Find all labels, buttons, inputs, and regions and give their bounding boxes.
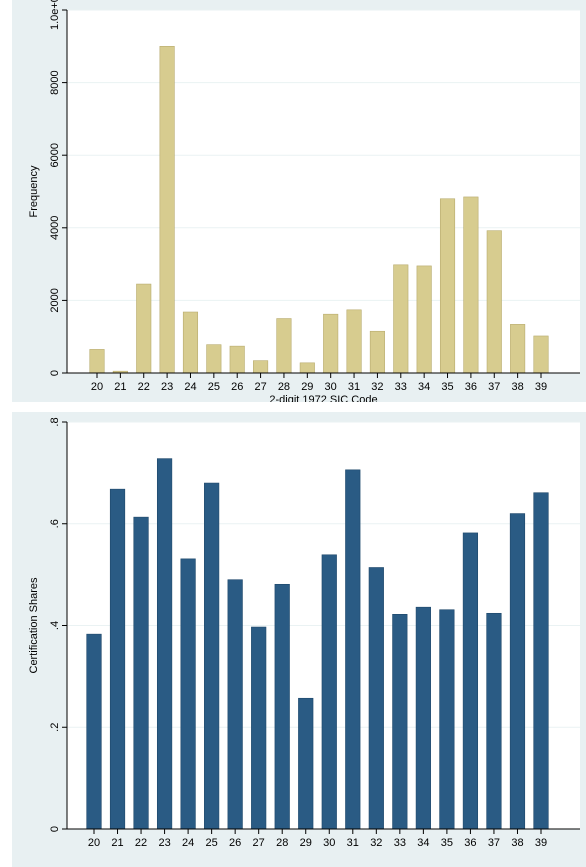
x-axis-title: 2-digit 1972 SIC Code — [269, 394, 377, 402]
x-tick-label-24: 24 — [184, 381, 196, 393]
x-tick-label-20: 20 — [88, 837, 100, 849]
x-tick-label-21: 21 — [111, 837, 123, 849]
bar-34 — [416, 265, 432, 374]
bar-37 — [486, 230, 502, 374]
x-tick-label-32: 32 — [370, 837, 382, 849]
bar-33 — [392, 614, 408, 830]
y-tick-label: .4 — [49, 621, 61, 630]
bar-38 — [509, 513, 526, 830]
x-tick-label-39: 39 — [535, 837, 547, 849]
bar-25 — [206, 344, 222, 374]
x-tick-label-37: 37 — [488, 837, 500, 849]
bar-32 — [369, 330, 385, 374]
x-tick-label-32: 32 — [371, 381, 383, 393]
bar-37 — [486, 612, 502, 830]
bar-24 — [182, 311, 199, 374]
y-tick-label: .8 — [49, 417, 61, 426]
bar-29 — [299, 362, 315, 374]
bar-22 — [136, 283, 152, 374]
bar-36 — [463, 196, 479, 374]
x-tick-label-25: 25 — [208, 381, 220, 393]
bar-33 — [393, 264, 409, 374]
x-tick-label-22: 22 — [138, 381, 150, 393]
y-tick-label: 6000 — [49, 143, 61, 167]
x-tick-label-26: 26 — [231, 381, 243, 393]
frequency-chart: 20 21 22 23 24 25 26 27 28 29 30 31 32 33 34 35 36 37 38 39… — [12, 0, 586, 402]
bar-36 — [462, 532, 479, 830]
bar-26 — [227, 579, 243, 830]
y-tick-label: 4000 — [49, 216, 61, 240]
bar-30 — [323, 313, 339, 374]
x-tick-label-21: 21 — [114, 381, 126, 393]
bar-30 — [321, 554, 337, 830]
bar-34 — [415, 606, 431, 830]
bar-22 — [133, 516, 149, 830]
x-tick-label-30: 30 — [325, 381, 337, 393]
bar-21 — [109, 488, 126, 830]
x-tick-label-38: 38 — [511, 837, 523, 849]
bar-31 — [346, 309, 362, 374]
x-tick-label-20: 20 — [91, 381, 103, 393]
y-tick-label: 1.0e+04 — [49, 0, 61, 30]
frequency-chart-panel: 20 21 22 23 24 25 26 27 28 29 30 31 32 33 34 35 36 37 38 39… — [12, 0, 586, 402]
bar-24 — [180, 558, 196, 830]
bar-27 — [253, 360, 269, 374]
x-tick-label-33: 33 — [395, 381, 407, 393]
bar-28 — [274, 583, 290, 830]
x-tick-label-35: 35 — [441, 381, 453, 393]
x-tick-label-36: 36 — [464, 837, 476, 849]
y-tick-label: 8000 — [49, 70, 61, 94]
x-tick-label-27: 27 — [253, 837, 265, 849]
certification-shares-chart: 20 21 22 23 24 25 26 27 28 29 30 31 32 33 34 35 36 37 38 39… — [12, 412, 586, 867]
bar-35 — [439, 609, 455, 830]
x-tick-label-23: 23 — [161, 381, 173, 393]
x-tick-label-27: 27 — [254, 381, 266, 393]
x-tick-label-22: 22 — [135, 837, 147, 849]
bar-23 — [159, 45, 175, 374]
x-tick-label-34: 34 — [418, 381, 430, 393]
x-tick-label-39: 39 — [535, 381, 547, 393]
x-tick-label-26: 26 — [229, 837, 241, 849]
y-tick-label: .6 — [49, 519, 61, 528]
bar-38 — [510, 324, 526, 374]
x-tick-label-34: 34 — [417, 837, 429, 849]
bar-20 — [86, 633, 102, 830]
x-tick-label-25: 25 — [206, 837, 218, 849]
y-axis-title: Frequency — [28, 165, 40, 217]
y-tick-label: 2000 — [49, 288, 61, 312]
x-tick-label-33: 33 — [394, 837, 406, 849]
x-tick-label-38: 38 — [512, 381, 524, 393]
x-tick-label-24: 24 — [182, 837, 194, 849]
bar-29 — [298, 697, 314, 830]
bar-31 — [345, 469, 361, 830]
x-tick-label-31: 31 — [347, 837, 359, 849]
bar-39 — [533, 335, 549, 374]
certification-chart-panel: 20 21 22 23 24 25 26 27 28 29 30 31 32 33 34 35 36 37 38 39… — [12, 412, 586, 867]
x-tick-label-29: 29 — [301, 381, 313, 393]
bar-39 — [533, 492, 549, 830]
x-tick-label-28: 28 — [278, 381, 290, 393]
x-tick-label-30: 30 — [323, 837, 335, 849]
x-tick-label-37: 37 — [488, 381, 500, 393]
x-tick-label-31: 31 — [348, 381, 360, 393]
bar-23 — [156, 458, 173, 830]
bar-32 — [368, 567, 384, 830]
bar-28 — [276, 318, 292, 374]
bar-26 — [229, 345, 245, 374]
x-tick-label-36: 36 — [465, 381, 477, 393]
y-tick-label: .2 — [49, 723, 61, 732]
y-tick-label: 0 — [49, 370, 61, 376]
x-tick-label-23: 23 — [158, 837, 170, 849]
y-tick-label: 0 — [49, 826, 61, 832]
x-tick-label-28: 28 — [276, 837, 288, 849]
x-tick-label-35: 35 — [441, 837, 453, 849]
x-tick-label-29: 29 — [300, 837, 312, 849]
bar-25 — [204, 482, 220, 830]
bar-35 — [439, 198, 456, 374]
bar-27 — [251, 626, 267, 830]
bar-20 — [89, 349, 105, 374]
y-axis-title: Certification Shares — [28, 577, 40, 673]
